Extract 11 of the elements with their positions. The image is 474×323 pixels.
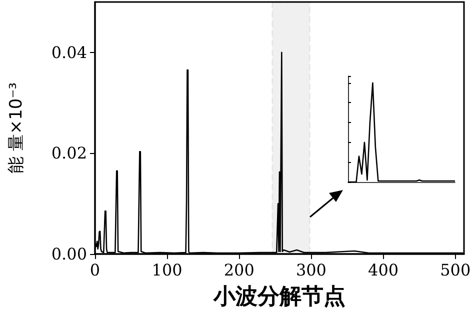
y-tick-label: 0.00 bbox=[51, 244, 87, 264]
x-tick-label: 200 bbox=[224, 260, 254, 280]
x-tick-label: 0 bbox=[90, 260, 100, 280]
x-tick-label: 500 bbox=[440, 260, 471, 280]
x-tick-label: 100 bbox=[152, 260, 182, 280]
x-axis-title: 小波分解节点 bbox=[212, 284, 346, 310]
y-tick-label: 0.02 bbox=[51, 144, 87, 163]
x-tick-label: 300 bbox=[296, 260, 326, 280]
y-axis-title: 能 量×10⁻³ bbox=[6, 82, 26, 174]
y-tick-label: 0.04 bbox=[51, 42, 87, 62]
x-tick-label: 400 bbox=[368, 260, 399, 280]
